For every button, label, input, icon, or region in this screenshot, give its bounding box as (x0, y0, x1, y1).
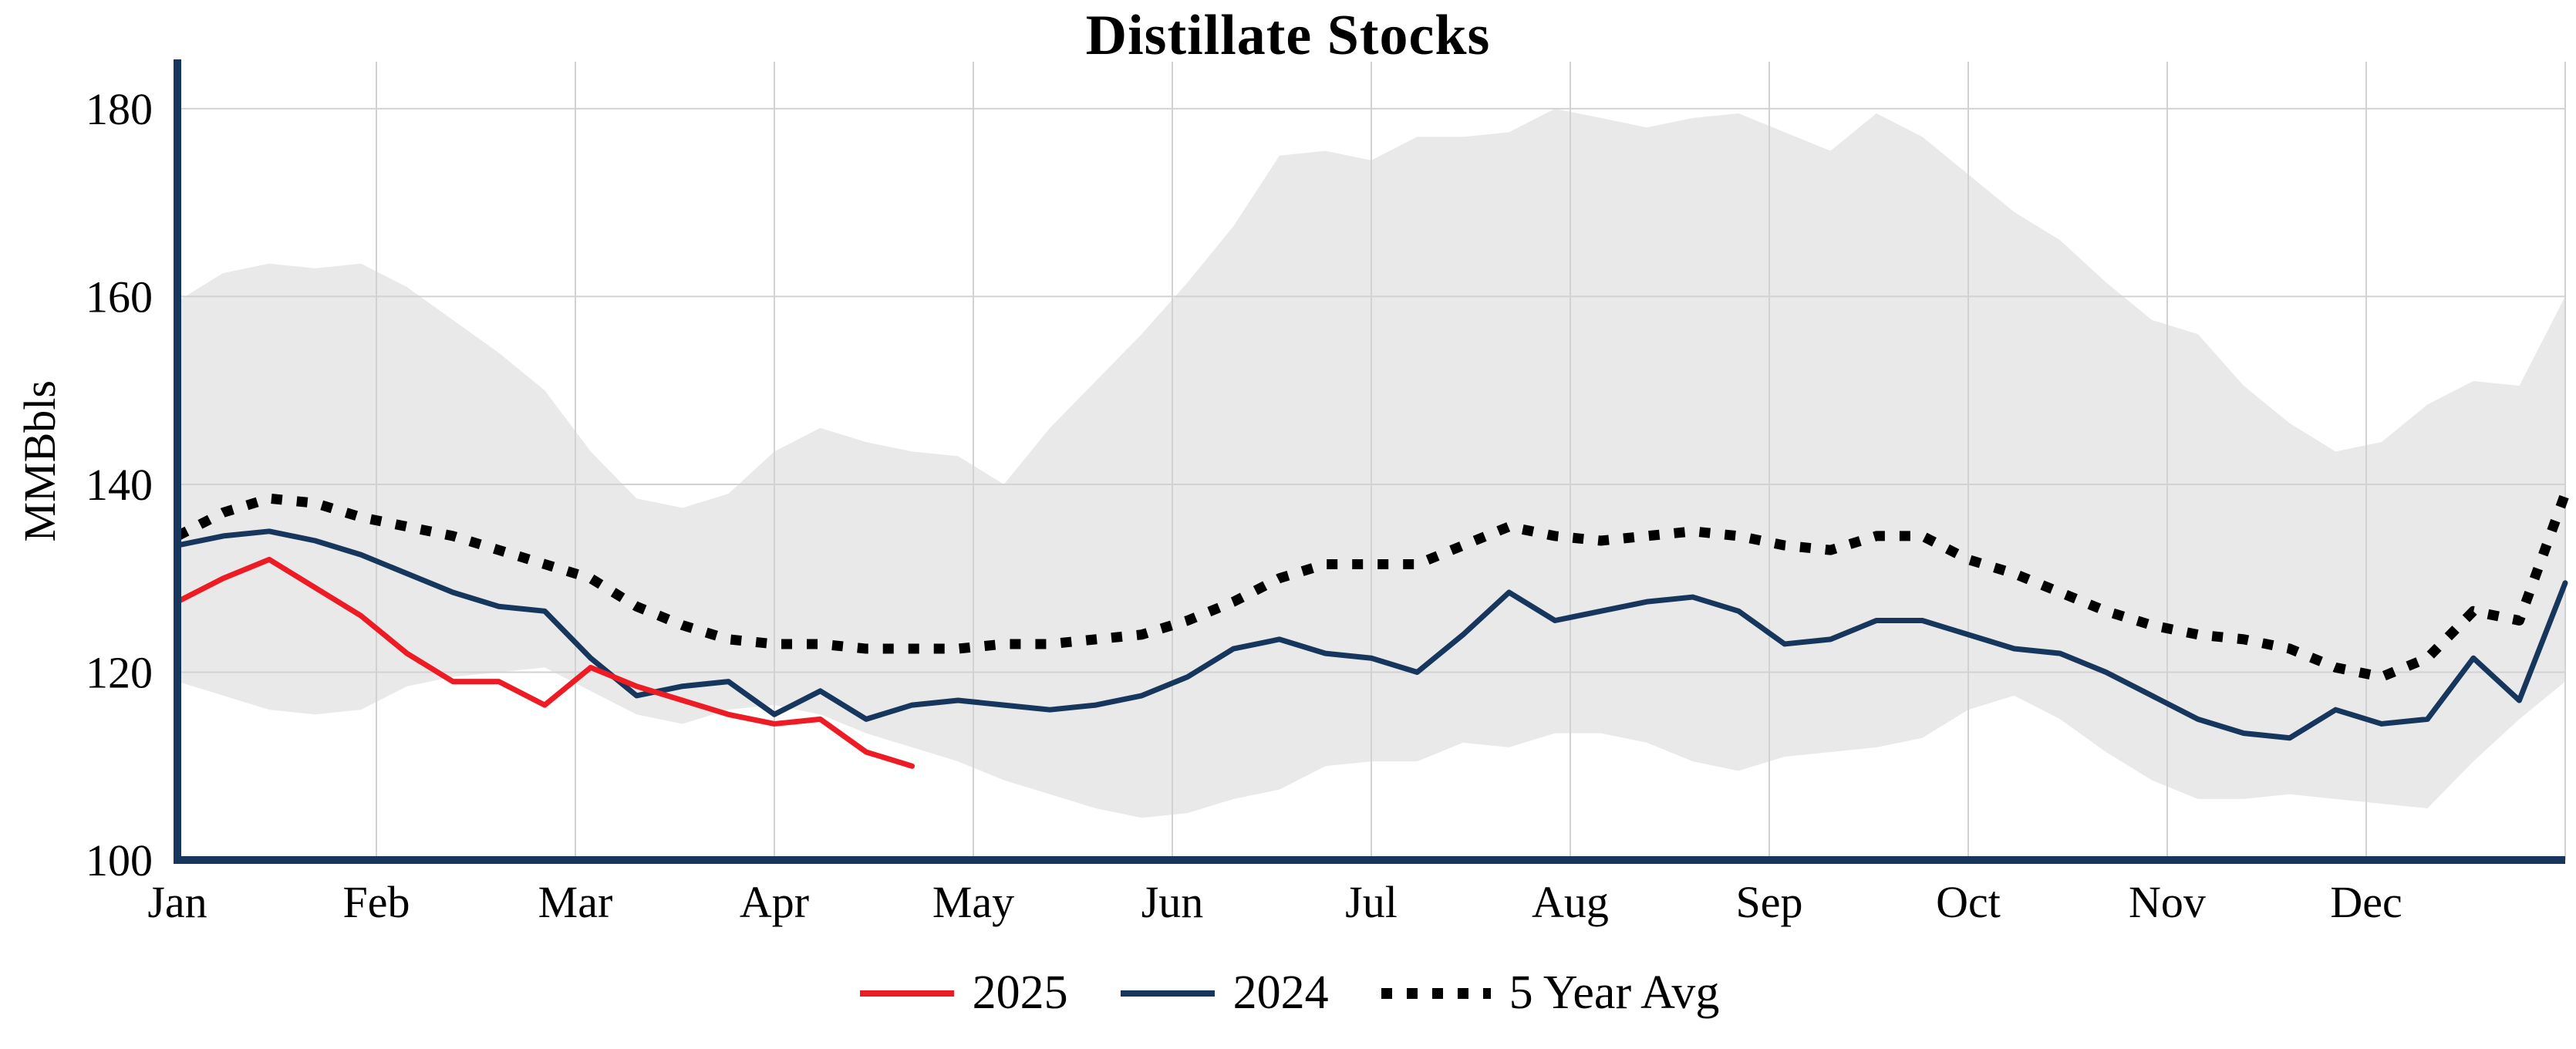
legend-item-2024: 2024 (1118, 966, 1329, 1020)
x-tick-label-oct: Oct (1936, 877, 2001, 927)
x-tick-label-mar: Mar (538, 877, 613, 927)
y-tick-label: 120 (86, 647, 153, 697)
legend-item-5-year-avg: 5 Year Avg (1378, 966, 1720, 1020)
y-tick-label: 100 (86, 835, 153, 885)
x-tick-label-aug: Aug (1532, 877, 1609, 927)
y-tick-label: 180 (86, 84, 153, 134)
series-2025 (174, 556, 915, 769)
x-tick-label-sep: Sep (1736, 877, 1803, 927)
x-tick-label-dec: Dec (2330, 877, 2402, 927)
y-tick-label: 160 (86, 272, 153, 322)
series-2024 (174, 528, 2568, 741)
x-tick-label-may: May (932, 877, 1014, 927)
y-tick-label: 140 (86, 460, 153, 510)
legend-swatch-2025-line-icon (859, 990, 954, 997)
legend-swatch-5-year-avg-dotted-icon (1381, 987, 1491, 999)
x-tick-label-apr: Apr (740, 877, 809, 927)
series-5-year-avg (175, 491, 2571, 683)
legend-label-5-year-avg: 5 Year Avg (1509, 966, 1720, 1019)
legend-label-2024: 2024 (1232, 966, 1329, 1019)
legend-item-2025: 2025 (857, 966, 1068, 1020)
x-tick-label-nov: Nov (2129, 877, 2206, 927)
chart-title: Distillate Stocks (1085, 4, 1491, 67)
legend-label-2025: 2025 (972, 966, 1068, 1019)
legend: 2025 2024 5 Year Avg (0, 966, 2576, 1020)
plot-area: 100 120 140 160 180 Jan Feb Mar Apr May Jun Jul Aug S… (86, 59, 2571, 927)
x-tick-label-jan: Jan (147, 877, 207, 927)
legend-swatch-2024-line-icon (1120, 990, 1215, 997)
x-tick-label-jul: Jul (1345, 877, 1398, 927)
x-tick-label-feb: Feb (343, 877, 410, 927)
x-tick-label-jun: Jun (1141, 877, 1204, 927)
